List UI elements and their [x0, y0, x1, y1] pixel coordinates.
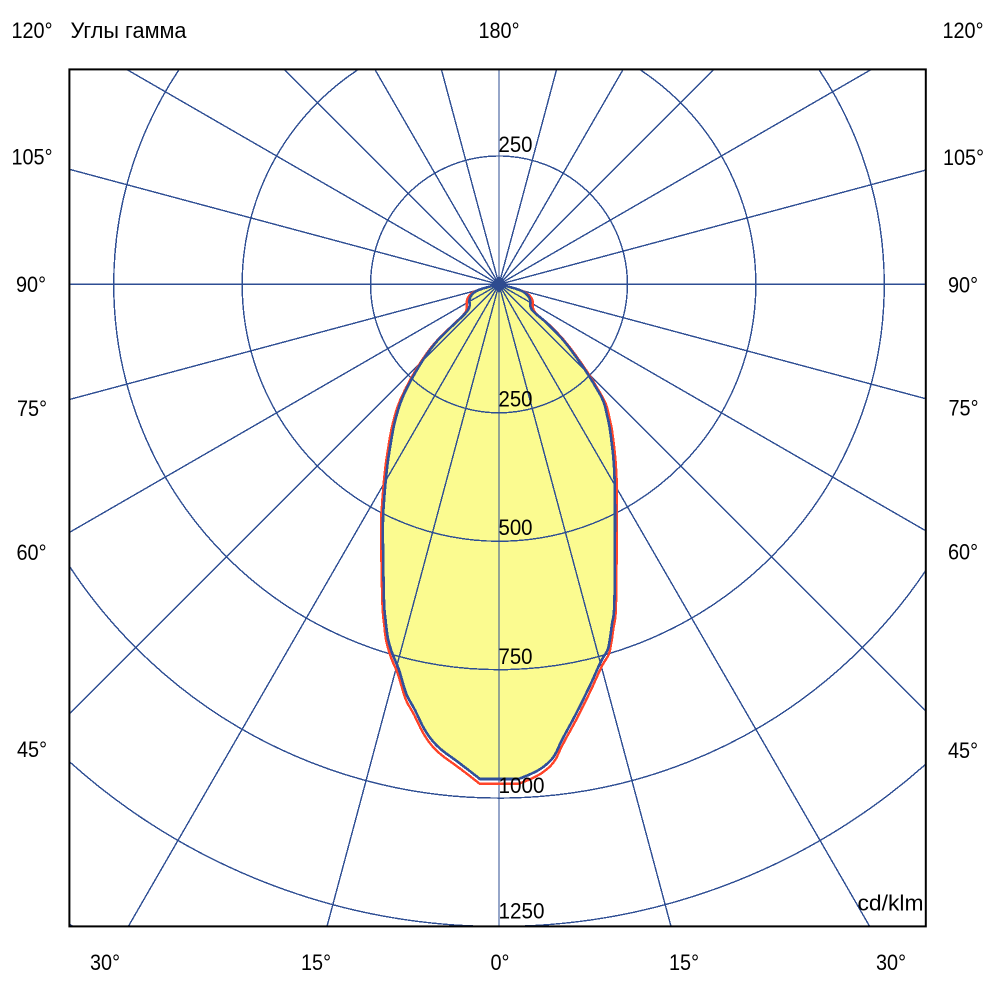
- svg-text:45°: 45°: [17, 737, 47, 762]
- svg-text:120°: 120°: [943, 18, 984, 43]
- svg-text:60°: 60°: [17, 540, 47, 565]
- svg-text:75°: 75°: [949, 396, 979, 421]
- svg-text:1000: 1000: [499, 773, 545, 798]
- svg-text:15°: 15°: [669, 950, 699, 975]
- svg-text:75°: 75°: [17, 396, 47, 421]
- svg-text:1250: 1250: [499, 899, 545, 924]
- svg-text:105°: 105°: [943, 145, 984, 170]
- svg-text:500: 500: [499, 515, 533, 540]
- svg-text:45°: 45°: [948, 738, 978, 763]
- svg-text:60°: 60°: [948, 540, 978, 565]
- svg-text:180°: 180°: [479, 18, 520, 43]
- svg-text:Углы гамма: Углы гамма: [71, 18, 188, 43]
- svg-text:90°: 90°: [16, 272, 46, 297]
- svg-text:250: 250: [499, 132, 533, 157]
- svg-text:120°: 120°: [12, 18, 53, 43]
- svg-text:105°: 105°: [12, 145, 53, 170]
- svg-text:30°: 30°: [876, 950, 906, 975]
- svg-text:250: 250: [499, 387, 533, 412]
- svg-text:30°: 30°: [90, 950, 120, 975]
- svg-text:750: 750: [499, 644, 533, 669]
- svg-text:0°: 0°: [491, 950, 510, 975]
- svg-text:15°: 15°: [301, 950, 331, 975]
- svg-text:cd/klm: cd/klm: [858, 891, 924, 916]
- svg-text:90°: 90°: [948, 272, 978, 297]
